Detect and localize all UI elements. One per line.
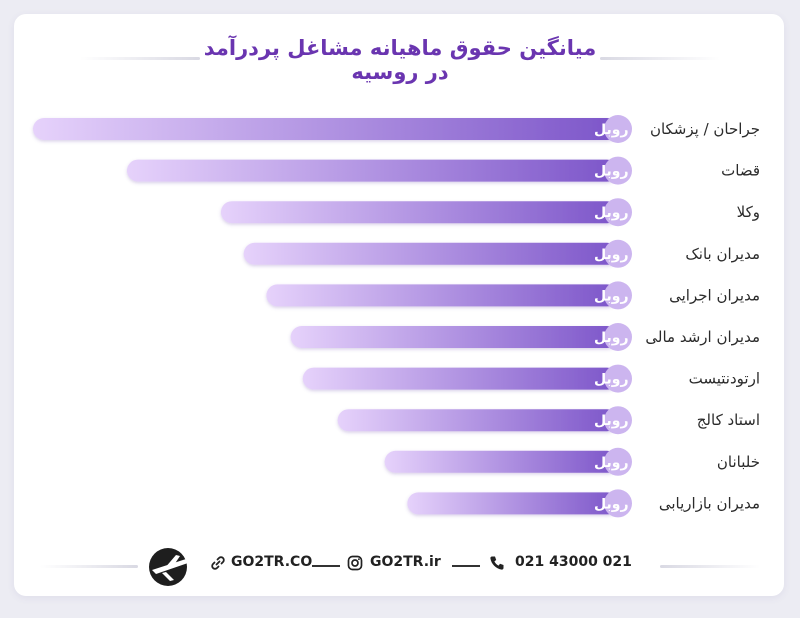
value-label-9: ۱۳۹٫۰۰۰ روبل bbox=[594, 496, 690, 512]
value-label-4: ۲۳۲٫۰۰۰ روبل bbox=[594, 288, 690, 304]
instagram-icon bbox=[347, 555, 363, 571]
value-label-8: ۱۵۴٫۰۰۰ روبل bbox=[594, 455, 690, 471]
value-label-0: ۳۸۶٫۰۰۰ روبل bbox=[594, 122, 690, 138]
footer-phone[interactable]: 021 43000 021 bbox=[515, 554, 632, 570]
footer-divider-right bbox=[660, 565, 760, 568]
bar-8 bbox=[384, 450, 618, 473]
bar-end-marker-1 bbox=[604, 156, 632, 185]
category-label-5: مدیران ارشد مالی bbox=[645, 328, 760, 346]
bar-end-marker-7 bbox=[604, 406, 632, 435]
chart-title: میانگین حقوق ماهیانه مشاغل پردرآمد در رو… bbox=[203, 36, 597, 84]
bar-end-marker-9 bbox=[604, 489, 632, 518]
bar-5 bbox=[290, 326, 618, 348]
category-label-8: خلبانان bbox=[717, 453, 760, 471]
value-label-3: ۲۴۷٫۰۰۰ روبل bbox=[594, 247, 690, 263]
bar-end-marker-5 bbox=[604, 323, 632, 351]
bar-2 bbox=[220, 201, 618, 224]
category-label-1: قضات bbox=[721, 162, 760, 180]
value-label-6: ۲۰۸٫۰۰۰ روبل bbox=[594, 372, 690, 388]
category-label-3: مدیران بانک bbox=[685, 245, 760, 263]
bar-end-marker-4 bbox=[604, 281, 632, 310]
category-label-4: مدیران اجرایی bbox=[669, 286, 760, 304]
value-label-2: ۲۶۲٫۰۰۰ روبل bbox=[594, 205, 690, 221]
bar-end-marker-8 bbox=[604, 447, 632, 476]
go2tr-logo-icon bbox=[149, 548, 188, 586]
footer-divider-left bbox=[40, 565, 138, 568]
value-label-5: ۲۱۶٫۰۰۰ روبل bbox=[594, 330, 690, 346]
footer-separator-2 bbox=[452, 565, 480, 567]
bar-end-marker-2 bbox=[604, 198, 632, 227]
bar-end-marker-0 bbox=[604, 115, 632, 143]
bar-1 bbox=[126, 159, 618, 182]
value-label-1: ۳۲۴٫۰۰۰ روبل bbox=[594, 164, 690, 180]
category-label-6: ارتودنتیست bbox=[689, 370, 760, 388]
category-label-9: مدیران بازاریابی bbox=[659, 494, 760, 512]
bar-4 bbox=[266, 284, 618, 307]
bar-3 bbox=[243, 242, 618, 265]
title-divider-left bbox=[80, 57, 200, 60]
phone-icon bbox=[490, 556, 504, 570]
link-icon bbox=[211, 556, 225, 570]
bar-6 bbox=[302, 367, 618, 390]
footer-separator-1 bbox=[312, 565, 340, 567]
bar-end-marker-6 bbox=[604, 364, 632, 393]
category-label-7: استاد کالج bbox=[697, 411, 760, 429]
bar-9 bbox=[407, 492, 618, 515]
bar-7 bbox=[337, 409, 618, 432]
title-divider-right bbox=[600, 57, 720, 60]
category-label-0: جراحان / پزشکان bbox=[650, 120, 760, 139]
category-label-2: وکلا bbox=[737, 203, 760, 221]
footer-website[interactable]: GO2TR.CO bbox=[231, 554, 313, 570]
bar-end-marker-3 bbox=[604, 239, 632, 268]
footer: GO2TR.CO GO2TR.ir 021 43000 021 bbox=[0, 548, 800, 586]
title-row: میانگین حقوق ماهیانه مشاغل پردرآمد در رو… bbox=[0, 30, 800, 84]
bar-0 bbox=[33, 118, 618, 140]
footer-instagram[interactable]: GO2TR.ir bbox=[370, 554, 441, 570]
value-label-7: ۱۸۵٫۰۰۰ روبل bbox=[594, 413, 690, 429]
